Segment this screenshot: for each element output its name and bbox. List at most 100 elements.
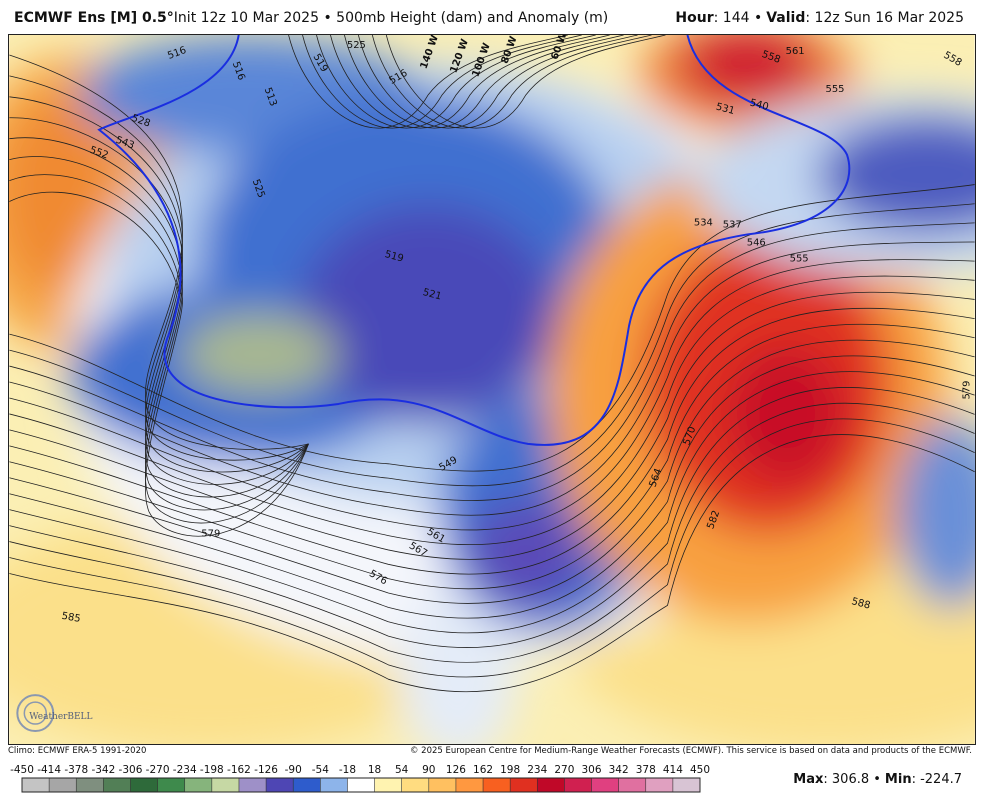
contour-line (344, 35, 624, 129)
colorbar-swatch (401, 778, 430, 792)
contour-line (9, 174, 309, 524)
stats-text: Min (884, 772, 912, 787)
stats: Max: 306.8 • Min: -224.7 (793, 772, 966, 787)
contour-line (385, 35, 666, 129)
climo-note: Climo: ECMWF ERA-5 1991-2020 (8, 746, 147, 756)
stats-text: Max (793, 772, 824, 787)
colorbar-swatch (49, 778, 77, 792)
contour-line (330, 35, 610, 129)
colorbar-label: 378 (636, 764, 656, 776)
colorbar-label: -162 (227, 764, 251, 776)
colorbar-label: 414 (663, 764, 683, 776)
header-text: : 12z Sun 16 Mar 2025 (805, 10, 964, 26)
colorbar-swatch (293, 778, 321, 792)
contour-line (316, 35, 596, 129)
header-text: Init 12z 10 Mar 2025 • 500mb Height (dam… (173, 10, 609, 26)
colorbar-swatch (22, 778, 50, 792)
colorbar-swatch (76, 778, 104, 792)
contour-label: 579 (201, 529, 220, 540)
contour-line (9, 355, 975, 619)
contour-line (9, 259, 975, 531)
logo: WeatherBELL (16, 694, 93, 733)
colorbar-label: 234 (527, 764, 547, 776)
contour-label: 519 (384, 249, 405, 265)
anomaly-field (9, 35, 975, 744)
contour-label: 531 (715, 101, 736, 117)
colorbar-label: -198 (200, 764, 224, 776)
contour-label: 546 (747, 237, 766, 248)
contour-label: 534 (694, 217, 713, 228)
colorbar-swatch (103, 778, 131, 792)
header-right: Hour: 144 • Valid: 12z Sun 16 Mar 2025 (675, 10, 968, 26)
colorbar-label: -450 (10, 764, 34, 776)
colorbar-label: -414 (37, 764, 61, 776)
contour-label: 521 (421, 287, 442, 303)
colorbar-swatch (537, 778, 565, 792)
contour-label: 555 (790, 253, 809, 264)
colorbar-swatch (672, 778, 701, 792)
contour-line (9, 54, 309, 450)
contour-label: 588 (850, 596, 871, 612)
colorbar-label: 18 (368, 764, 381, 776)
colorbar-swatch (510, 778, 538, 792)
stats-text: : -224.7 (911, 772, 962, 787)
colorbar-label: -306 (119, 764, 143, 776)
colorbar-label: -126 (254, 764, 278, 776)
contour-line (9, 156, 309, 511)
colorbar-swatch (564, 778, 593, 792)
colorbar-label: -342 (91, 764, 115, 776)
contour-line (371, 35, 652, 129)
colorbar-swatch (483, 778, 511, 792)
colorbar-label: 342 (609, 764, 629, 776)
colorbar: -450 -414 -378 -342 -306 -270 -234 -198 -162 -126… (10, 764, 710, 793)
height-contours (9, 35, 975, 693)
colorbar-swatch (238, 778, 267, 792)
colorbar-label: 450 (690, 764, 710, 776)
colorbar-swatch (591, 778, 620, 792)
contour-line (9, 371, 975, 634)
colorbar-swatch (266, 778, 294, 792)
colorbar-swatch (455, 778, 484, 792)
contour-label: 537 (723, 219, 742, 230)
contour-line (9, 291, 975, 560)
copyright: © 2025 European Centre for Medium-Range … (409, 746, 972, 756)
colorbar-label: 90 (422, 764, 435, 776)
contour-label: 585 (61, 611, 82, 625)
colorbar-swatch (374, 778, 403, 792)
contour-label: 555 (826, 84, 845, 95)
colorbar-label: -378 (64, 764, 88, 776)
contour-label: 540 (749, 98, 770, 114)
colorbar-swatch (211, 778, 240, 792)
header-left: ECMWF Ens [M] 0.5°Init 12z 10 Mar 2025 •… (14, 10, 612, 26)
reference-contour (97, 35, 851, 446)
colorbar-swatch (184, 778, 213, 792)
contour-line (302, 35, 582, 129)
colorbar-label: -234 (173, 764, 197, 776)
colorbar-label: 162 (473, 764, 493, 776)
colorbar-swatch (157, 778, 186, 792)
colorbar-swatch (618, 778, 647, 792)
contour-line (9, 184, 975, 472)
stats-text: : 306.8 • (823, 772, 881, 787)
contour-label: 579 (962, 380, 973, 399)
colorbar-label: -90 (285, 764, 302, 776)
colorbar-label: 54 (395, 764, 409, 776)
header-text: ECMWF Ens [M] 0.5° (14, 10, 174, 26)
colorbar-swatch (130, 778, 159, 792)
contour-line (9, 96, 309, 473)
contour-line (9, 339, 975, 604)
colorbar-label: -270 (146, 764, 170, 776)
header-text: : 144 • (713, 10, 763, 26)
contour-line (9, 137, 309, 498)
contour-line (9, 222, 975, 501)
colorbar-label: 270 (554, 764, 574, 776)
contour-line (9, 387, 975, 649)
colorbar-swatch (320, 778, 348, 792)
contour-line (9, 241, 975, 516)
colorbar-swatch (645, 778, 674, 792)
colorbar-label: 198 (500, 764, 520, 776)
colorbar-swatch (428, 778, 457, 792)
colorbar-swatch (347, 778, 376, 792)
